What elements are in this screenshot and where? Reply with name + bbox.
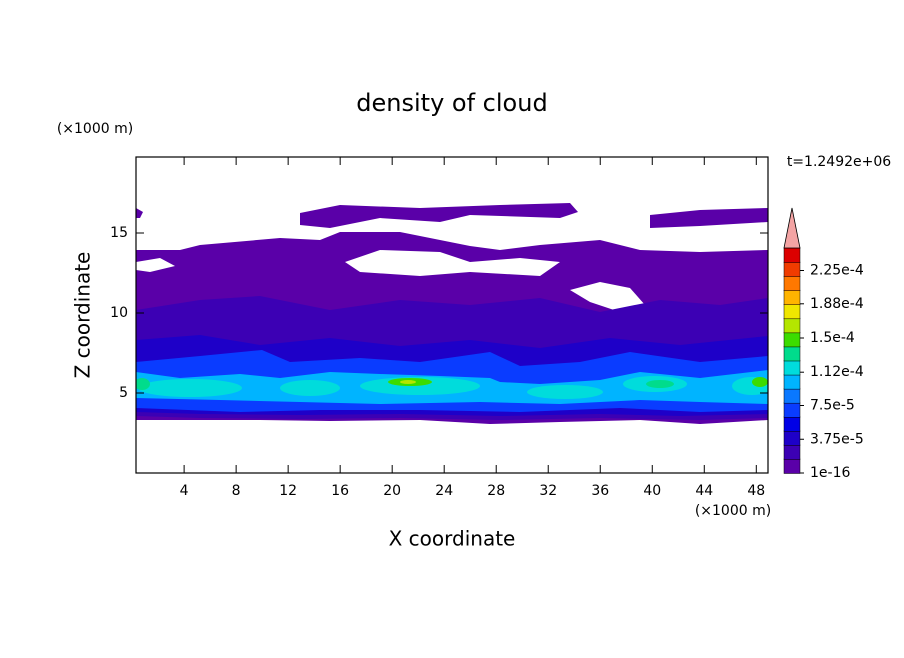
contour-field: [136, 203, 768, 424]
colorbar-band: [783, 416, 801, 432]
x-tick-label: 28: [487, 483, 505, 499]
cloud-upper: [650, 208, 768, 228]
x-unit: (×1000 m): [695, 503, 771, 519]
x-tick-label: 20: [383, 483, 401, 499]
y-tick-label: 10: [110, 305, 128, 321]
cloud-upper: [300, 203, 578, 228]
x-tick-label: 36: [591, 483, 609, 499]
colorbar-tick-label: 1.5e-4: [810, 330, 855, 346]
x-axis-label: X coordinate: [389, 527, 516, 551]
x-tick-label: 16: [331, 483, 349, 499]
colorbar-band: [783, 289, 801, 305]
cloud-gap: [136, 258, 175, 272]
colorbar-band: [783, 444, 801, 460]
cloud-core: [280, 380, 340, 396]
time-label: t=1.2492e+06: [787, 154, 891, 170]
colorbar-tick-label: 2.25e-4: [810, 263, 864, 279]
colorbar-band: [783, 458, 801, 474]
colorbar-band: [783, 275, 801, 291]
cloud-gap: [345, 250, 560, 276]
plot-frame: [135, 156, 769, 474]
colorbar-band: [783, 318, 801, 334]
colorbar-band: [783, 402, 801, 418]
colorbar-band: [783, 374, 801, 390]
colorbar-over: [783, 207, 801, 249]
x-tick-label: 48: [747, 483, 765, 499]
x-tick-label: 24: [435, 483, 453, 499]
cloud-core: [138, 379, 242, 397]
colorbar: 1e-16 3.75e-5 7.5e-5 1.12e-4 1.5e-4 1.88e-4 2.…: [783, 207, 864, 481]
x-tick-label: 40: [643, 483, 661, 499]
colorbar-tick-label: 3.75e-5: [810, 431, 864, 447]
cloud-core: [136, 378, 150, 390]
cloud-core: [527, 385, 603, 399]
y-tick-label: 5: [119, 385, 128, 401]
chart-title: density of cloud: [356, 89, 547, 117]
cloud-core: [752, 377, 768, 387]
colorbar-band: [783, 261, 801, 277]
cloud-core: [646, 380, 674, 388]
y-tick-label: 15: [110, 225, 128, 241]
cloud-gap: [570, 282, 645, 312]
colorbar-band: [783, 346, 801, 362]
x-tick-label: 44: [695, 483, 713, 499]
x-tick-label: 8: [232, 483, 241, 499]
colorbar-band: [783, 430, 801, 446]
x-tick-label: 4: [180, 483, 189, 499]
colorbar-tick-label: 7.5e-5: [810, 398, 855, 414]
x-tick-label: 12: [279, 483, 297, 499]
colorbar-band: [783, 388, 801, 404]
colorbar-tick-label: 1.12e-4: [810, 364, 864, 380]
y-axis-label: Z coordinate: [71, 252, 95, 379]
colorbar-band: [783, 247, 801, 263]
cloud-upper: [136, 208, 143, 218]
x-tick-label: 32: [539, 483, 557, 499]
colorbar-tick-label: 1e-16: [810, 465, 850, 481]
colorbar-band: [783, 304, 801, 320]
y-unit: (×1000 m): [57, 121, 133, 137]
colorbar-band: [783, 332, 801, 348]
colorbar-tick-label: 1.88e-4: [810, 296, 864, 312]
colorbar-band: [783, 360, 801, 376]
cloud-core: [400, 380, 416, 384]
